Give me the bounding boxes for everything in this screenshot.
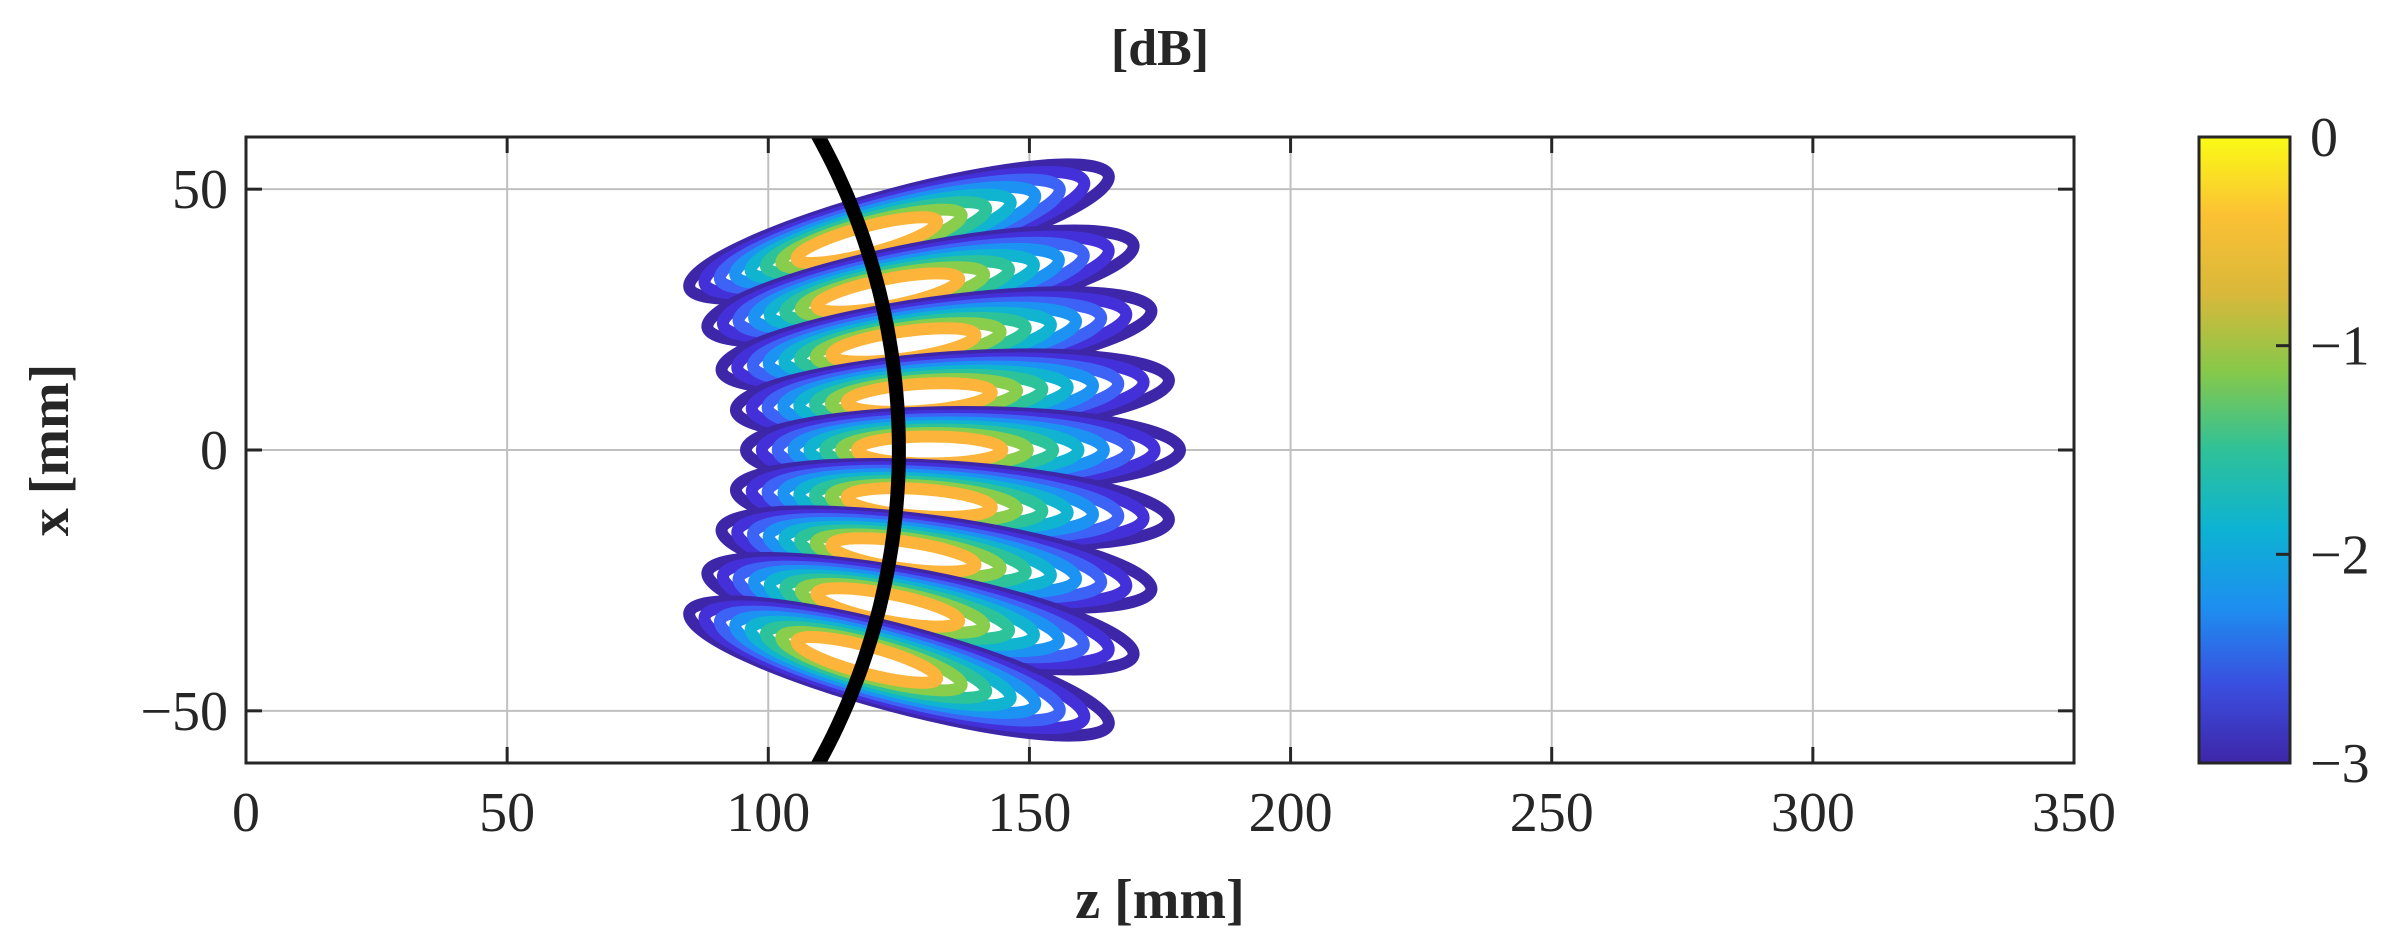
x-axis-label: z [mm] — [1075, 869, 1244, 931]
y-axis-label: x [mm] — [19, 364, 81, 537]
focal-spot-3 — [715, 286, 1158, 395]
contour-peak — [857, 545, 941, 564]
focal-spot-9 — [683, 595, 1115, 742]
colorbar-tick-label: −2 — [2310, 524, 2370, 586]
x-tick-label: 300 — [1771, 782, 1855, 844]
colorbar-tick-label: −3 — [2310, 733, 2370, 795]
contour-peak — [857, 336, 941, 355]
chart-title: [dB] — [1111, 20, 1209, 77]
focal-arc — [810, 137, 906, 763]
focal-spot-1 — [683, 158, 1115, 305]
x-tick-label: 50 — [479, 782, 535, 844]
x-tick-label: 250 — [1510, 782, 1594, 844]
x-tick-label: 350 — [2032, 782, 2116, 844]
colorbar-tick-label: 0 — [2310, 107, 2338, 169]
colorbar-gradient — [2197, 135, 2292, 765]
contour-layer — [683, 158, 1186, 742]
y-tick-label: −50 — [140, 681, 228, 743]
x-tick-label: 150 — [987, 782, 1071, 844]
colorbar-tick-label: −1 — [2310, 316, 2370, 378]
x-tick-label: 200 — [1249, 782, 1333, 844]
x-tick-label: 0 — [232, 782, 260, 844]
y-tick-label: 0 — [200, 420, 228, 482]
y-tick-label: 50 — [172, 159, 228, 221]
focal-spot-8 — [701, 552, 1140, 676]
colorbar: 0 −1 −2 −3 — [2197, 107, 2370, 795]
x-tick-label: 100 — [726, 782, 810, 844]
